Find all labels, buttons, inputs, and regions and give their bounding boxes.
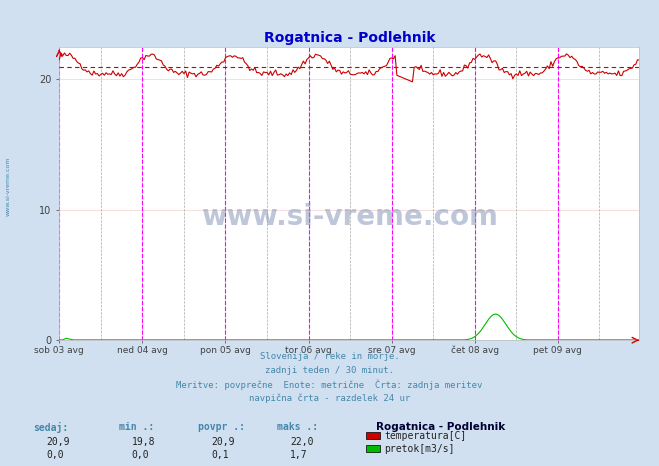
Text: Slovenija / reke in morje.: Slovenija / reke in morje. <box>260 352 399 361</box>
Text: 20,9: 20,9 <box>211 437 235 447</box>
Text: zadnji teden / 30 minut.: zadnji teden / 30 minut. <box>265 366 394 375</box>
Text: maks .:: maks .: <box>277 422 318 432</box>
Text: www.si-vreme.com: www.si-vreme.com <box>5 157 11 216</box>
Text: 0,0: 0,0 <box>132 450 150 459</box>
Text: temperatura[C]: temperatura[C] <box>384 431 467 441</box>
Text: pretok[m3/s]: pretok[m3/s] <box>384 444 455 454</box>
Text: Meritve: povprečne  Enote: metrične  Črta: zadnja meritev: Meritve: povprečne Enote: metrične Črta:… <box>177 380 482 391</box>
Text: www.si-vreme.com: www.si-vreme.com <box>201 203 498 231</box>
Text: navpična črta - razdelek 24 ur: navpična črta - razdelek 24 ur <box>249 394 410 403</box>
Text: 0,1: 0,1 <box>211 450 229 459</box>
Text: min .:: min .: <box>119 422 154 432</box>
Text: Rogatnica - Podlehnik: Rogatnica - Podlehnik <box>376 422 505 432</box>
Text: 19,8: 19,8 <box>132 437 156 447</box>
Text: 22,0: 22,0 <box>290 437 314 447</box>
Text: 0,0: 0,0 <box>46 450 64 459</box>
Text: sedaj:: sedaj: <box>33 422 68 433</box>
Text: 20,9: 20,9 <box>46 437 70 447</box>
Text: povpr .:: povpr .: <box>198 422 244 432</box>
Text: 1,7: 1,7 <box>290 450 308 459</box>
Title: Rogatnica - Podlehnik: Rogatnica - Podlehnik <box>264 31 435 45</box>
